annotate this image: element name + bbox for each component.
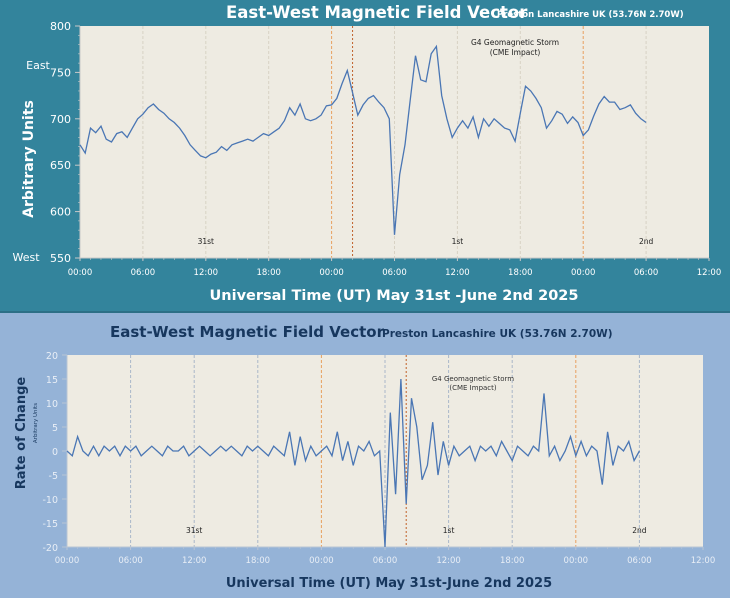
x-tick-label: 00:00 bbox=[571, 268, 596, 278]
x-tick-label: 06:00 bbox=[118, 556, 143, 566]
bottom-y-axis-subtitle: Arbitrary Units bbox=[33, 403, 39, 443]
y-tick-label: 5 bbox=[52, 423, 58, 434]
day-label: 1st bbox=[443, 526, 455, 535]
bottom-y-axis-title: Rate of Change bbox=[14, 377, 29, 490]
y-tick-label: -15 bbox=[42, 519, 58, 530]
day-label: 2nd bbox=[632, 526, 647, 535]
x-tick-label: 00:00 bbox=[68, 268, 93, 278]
day-label: 31st bbox=[198, 237, 214, 246]
y-tick-label: 650 bbox=[50, 159, 71, 172]
y-tick-label: 700 bbox=[50, 113, 71, 126]
top-west-label: West bbox=[12, 251, 40, 264]
top-x-axis-title: Universal Time (UT) May 31st -June 2nd 2… bbox=[210, 288, 579, 304]
x-tick-label: 06:00 bbox=[627, 556, 652, 566]
day-label: 1st bbox=[452, 237, 464, 246]
x-tick-label: 06:00 bbox=[382, 268, 407, 278]
bottom-chart-title: East-West Magnetic Field Vector bbox=[110, 323, 385, 341]
bottom-annotation-line2: (CME Impact) bbox=[449, 384, 497, 392]
day-label: 2nd bbox=[639, 237, 654, 246]
y-tick-label: 550 bbox=[50, 252, 71, 265]
top-east-label: East bbox=[26, 59, 50, 72]
y-tick-label: 0 bbox=[52, 447, 58, 458]
x-tick-label: 12:00 bbox=[691, 556, 716, 566]
y-tick-label: 600 bbox=[50, 206, 71, 219]
x-tick-label: 12:00 bbox=[194, 268, 219, 278]
y-tick-label: 20 bbox=[46, 351, 58, 362]
top-chart-subtitle: Preston Lancashire UK (53.76N 2.70W) bbox=[497, 10, 684, 20]
top-chart: East-West Magnetic Field Vector Preston … bbox=[0, 0, 730, 311]
top-y-axis-title: Arbitrary Units bbox=[21, 100, 37, 218]
x-tick-label: 12:00 bbox=[445, 268, 470, 278]
x-tick-label: 00:00 bbox=[319, 268, 344, 278]
x-tick-label: 06:00 bbox=[634, 268, 659, 278]
x-tick-label: 18:00 bbox=[508, 268, 533, 278]
x-tick-label: 12:00 bbox=[182, 556, 207, 566]
bottom-annotation-line1: G4 Geomagnetic Storm bbox=[432, 375, 514, 383]
y-tick-label: -5 bbox=[49, 471, 58, 482]
bottom-x-axis-title: Universal Time (UT) May 31st-June 2nd 20… bbox=[226, 576, 552, 591]
x-tick-label: 18:00 bbox=[500, 556, 525, 566]
day-label: 31st bbox=[186, 526, 202, 535]
y-tick-label: 750 bbox=[50, 66, 71, 79]
y-tick-label: 800 bbox=[50, 20, 71, 33]
top-chart-title: East-West Magnetic Field Vector bbox=[226, 3, 528, 22]
x-tick-label: 18:00 bbox=[256, 268, 281, 278]
bottom-chart-panel: East-West Magnetic Field Vector Preston … bbox=[0, 311, 730, 598]
bottom-chart: East-West Magnetic Field Vector Preston … bbox=[0, 313, 730, 600]
x-tick-label: 00:00 bbox=[55, 556, 80, 566]
bottom-chart-subtitle: Preston Lancashire UK (53.76N 2.70W) bbox=[382, 328, 613, 340]
x-tick-label: 06:00 bbox=[373, 556, 398, 566]
x-tick-label: 12:00 bbox=[697, 268, 722, 278]
y-tick-label: -20 bbox=[42, 543, 58, 554]
x-tick-label: 18:00 bbox=[246, 556, 271, 566]
y-tick-label: 15 bbox=[46, 375, 58, 386]
x-tick-label: 00:00 bbox=[309, 556, 334, 566]
top-annotation-line1: G4 Geomagnetic Storm bbox=[471, 38, 559, 47]
x-tick-label: 12:00 bbox=[436, 556, 461, 566]
x-tick-label: 06:00 bbox=[131, 268, 156, 278]
top-chart-panel: East-West Magnetic Field Vector Preston … bbox=[0, 0, 730, 311]
top-annotation-line2: (CME Impact) bbox=[490, 48, 541, 57]
x-tick-label: 00:00 bbox=[564, 556, 589, 566]
y-tick-label: 10 bbox=[46, 399, 58, 410]
y-tick-label: -10 bbox=[42, 495, 58, 506]
